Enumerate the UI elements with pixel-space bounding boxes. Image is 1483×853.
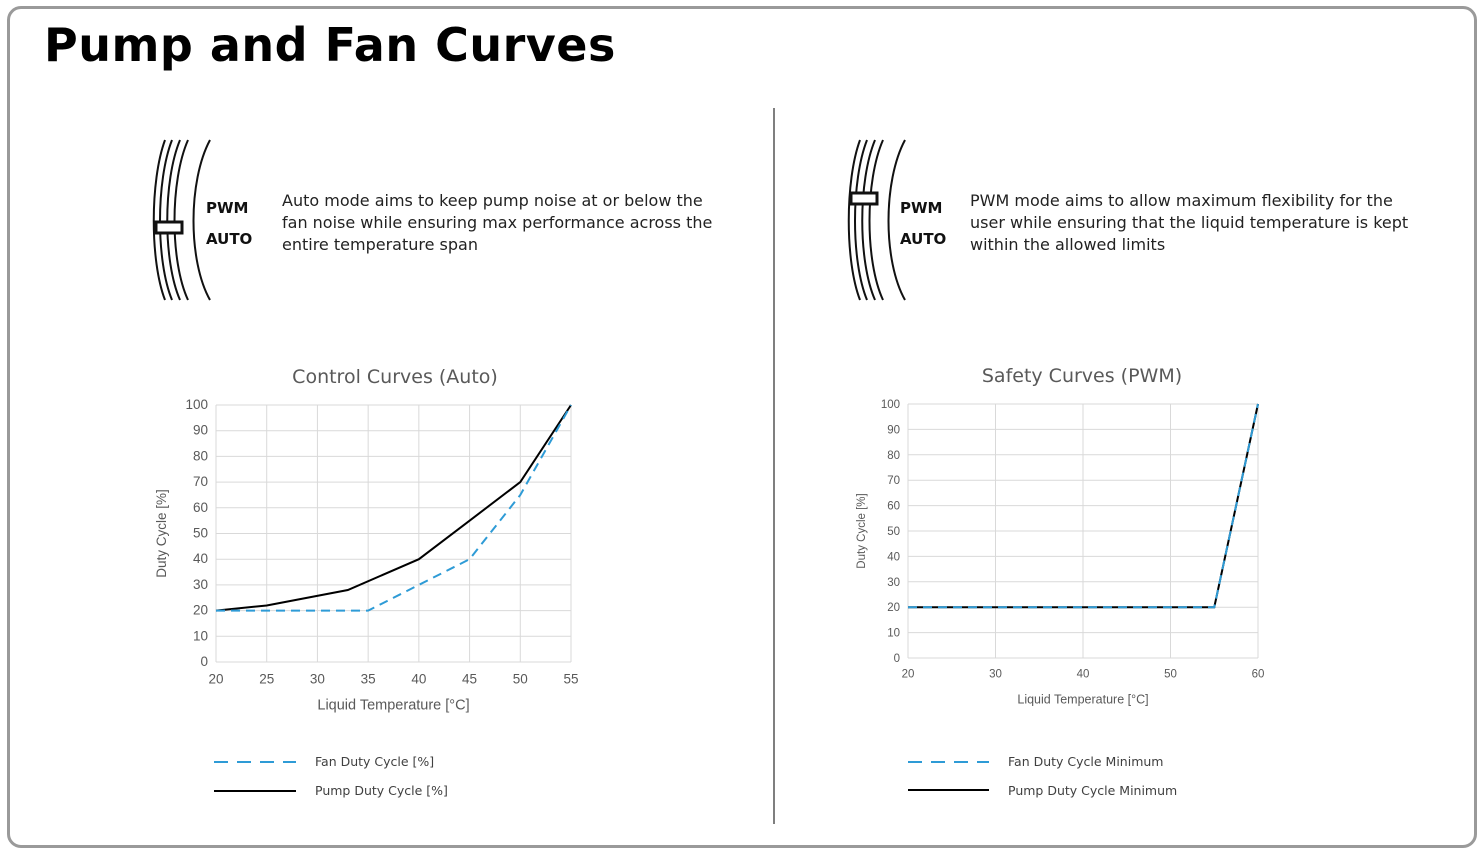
- x-tick-label: 55: [563, 672, 578, 687]
- description-line: within the allowed limits: [970, 235, 1166, 254]
- y-tick-label: 50: [887, 526, 900, 538]
- dial-label-pwm: PWM: [900, 199, 943, 217]
- y-tick-label: 100: [881, 399, 900, 411]
- dial-label-auto: AUTO: [206, 230, 253, 248]
- legend-swatches-pwm: [908, 761, 989, 791]
- y-tick-label: 40: [193, 551, 208, 566]
- description-line: fan noise while ensuring max performance…: [282, 213, 713, 232]
- dial-label-pwm: PWM: [206, 199, 249, 217]
- y-tick-label: 100: [185, 397, 208, 412]
- x-axis-label: Liquid Temperature [°C]: [1017, 693, 1148, 707]
- legend-label-pump: Pump Duty Cycle Minimum: [1008, 783, 1178, 798]
- y-tick-label: 10: [887, 628, 900, 640]
- y-axis-label: Duty Cycle [%]: [856, 493, 868, 568]
- slide-frame: [7, 6, 1477, 848]
- dial-label-auto: AUTO: [900, 230, 947, 248]
- legend-label-fan: Fan Duty Cycle Minimum: [1008, 754, 1164, 769]
- series-line-pump: [215, 404, 572, 612]
- control-curves-chart: 0 10 20 30 40 50 60 70 80 90 100 20 25 30 35 40 45 50 55 Li…: [154, 397, 579, 714]
- y-axis-label: Duty Cycle [%]: [154, 489, 169, 578]
- legend-label-pump: Pump Duty Cycle [%]: [315, 783, 448, 798]
- x-tick-label: 40: [1077, 669, 1090, 681]
- y-tick-label: 0: [200, 654, 208, 669]
- legend-label-fan: Fan Duty Cycle [%]: [315, 754, 435, 769]
- x-tick-label: 45: [462, 672, 477, 687]
- mode-dial-icon: [152, 139, 211, 301]
- x-tick-label: 30: [989, 669, 1002, 681]
- x-tick-label: 50: [1164, 669, 1177, 681]
- y-tick-label: 20: [887, 602, 900, 614]
- series-line-fan: [216, 404, 572, 612]
- pwm-mode-description: PWM mode aims to allow maximum flexibili…: [970, 190, 1440, 256]
- y-tick-label: 90: [193, 423, 208, 438]
- description-line: PWM mode aims to allow maximum flexibili…: [970, 191, 1393, 210]
- page-title: Pump and Fan Curves: [44, 18, 616, 72]
- y-tick-label: 20: [193, 603, 208, 618]
- x-tick-label: 50: [513, 672, 528, 687]
- description-line: Auto mode aims to keep pump noise at or …: [282, 191, 703, 210]
- y-tick-label: 80: [887, 450, 900, 462]
- x-tick-label: 35: [361, 672, 376, 687]
- y-tick-label: 0: [894, 653, 900, 665]
- y-tick-label: 60: [887, 501, 900, 513]
- safety-curves-chart: 0 10 20 30 40 50 60 70 80 90 100 20 30 40 50 60 Liquid T…: [856, 399, 1265, 707]
- x-axis-label: Liquid Temperature [°C]: [317, 698, 469, 714]
- series-line-fan: [908, 403, 1259, 609]
- panel-divider: [773, 108, 775, 824]
- chart-title-auto: Control Curves (Auto): [292, 366, 498, 388]
- x-tick-label: 60: [1252, 669, 1265, 681]
- y-tick-label: 60: [193, 500, 208, 515]
- y-tick-label: 10: [193, 628, 208, 643]
- y-tick-label: 40: [887, 551, 900, 563]
- y-tick-label: 80: [193, 448, 208, 463]
- x-tick-label: 25: [259, 672, 274, 687]
- y-tick-label: 30: [193, 577, 208, 592]
- auto-mode-description: Auto mode aims to keep pump noise at or …: [282, 190, 742, 256]
- x-tick-label: 30: [310, 672, 325, 687]
- y-tick-label: 70: [887, 475, 900, 487]
- description-line: user while ensuring that the liquid temp…: [970, 213, 1409, 232]
- x-tick-label: 20: [902, 669, 915, 681]
- y-tick-label: 90: [887, 424, 900, 436]
- y-tick-label: 30: [887, 577, 900, 589]
- chart-title-pwm: Safety Curves (PWM): [981, 365, 1183, 387]
- x-tick-label: 20: [208, 672, 223, 687]
- y-tick-label: 50: [193, 526, 208, 541]
- description-line: entire temperature span: [282, 235, 478, 254]
- y-tick-label: 70: [193, 474, 208, 489]
- x-tick-label: 40: [411, 672, 426, 687]
- mode-dial-icon: [847, 139, 906, 301]
- legend-swatches-auto: [214, 761, 296, 792]
